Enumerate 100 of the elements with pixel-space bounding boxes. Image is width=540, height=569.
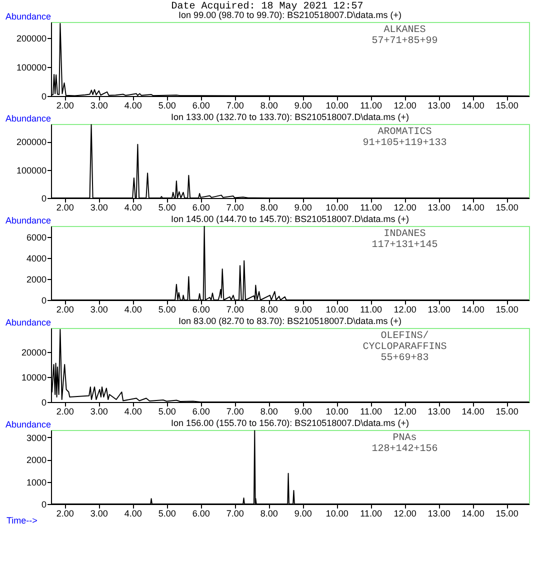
x-tick-label: 11.00 [360,406,382,416]
x-tick-label: 4.00 [124,202,142,212]
x-tick-label: 3.00 [90,100,108,110]
x-tick-label: 5.00 [158,100,176,110]
x-tick-label: 10.00 [326,202,348,212]
y-tick-label: 2000 [26,274,46,284]
x-tick-label: 11.00 [360,100,382,110]
y-axis-title: Abundance [6,216,52,226]
y-tick-label: 200000 [16,33,46,44]
x-tick-label: 2.00 [56,508,74,518]
x-tick-label: 6.00 [192,406,210,416]
chart-subtitle: Ion 83.00 (82.70 to 83.70): BS210518007.D\data.ms (+) [178,316,402,326]
chart-title: Date Acquired: 18 May 2021 12:57 [171,0,364,12]
x-tick-label: 8.00 [260,100,278,110]
x-tick-label: 13.00 [428,406,450,416]
y-tick-label: 1000 [26,477,46,488]
annotation: OLEFINS/ [380,330,429,342]
x-tick-label: 8.00 [260,304,278,314]
x-tick-label: 15.00 [496,508,518,518]
y-tick-label: 0 [41,194,46,204]
y-tick-label: 0 [41,296,46,306]
x-tick-label: 3.00 [90,406,108,416]
y-tick-label: 6000 [26,232,46,242]
y-tick-label: 100000 [16,62,46,72]
x-tick-label: 2.00 [56,202,74,212]
x-tick-label: 14.00 [462,406,484,416]
x-tick-label: 5.00 [158,406,176,416]
x-tick-label: 8.00 [260,406,278,416]
x-tick-label: 3.00 [90,304,108,314]
x-tick-label: 5.00 [158,304,176,314]
x-tick-label: 13.00 [428,508,450,518]
x-tick-label: 9.00 [294,304,312,314]
y-axis-title: Abundance [6,420,52,430]
x-tick-label: 2.00 [56,100,74,110]
x-tick-label: 12.00 [394,202,416,212]
y-tick-label: 10000 [21,372,46,382]
x-tick-label: 9.00 [294,508,312,518]
x-tick-label: 9.00 [294,406,312,416]
x-tick-label: 15.00 [496,304,518,314]
x-tick-label: 7.00 [226,406,244,416]
y-tick-label: 3000 [26,432,46,443]
x-tick-label: 7.00 [226,304,244,314]
x-tick-label: 12.00 [394,406,416,416]
x-tick-label: 4.00 [124,508,142,518]
y-tick-label: 20000 [21,348,46,358]
x-tick-label: 4.00 [124,406,142,416]
x-tick-label: 6.00 [192,202,210,212]
x-tick-label: 7.00 [226,202,244,212]
x-tick-label: 10.00 [326,406,348,416]
x-axis-title: Time--> [6,516,38,526]
y-axis-title: Abundance [6,318,52,328]
x-tick-label: 8.00 [260,508,278,518]
x-tick-label: 15.00 [496,406,518,416]
y-tick-label: 4000 [26,253,46,264]
y-tick-label: 0 [41,92,46,102]
y-tick-label: 100000 [16,165,46,176]
x-tick-label: 9.00 [294,202,312,212]
annotation: INDANES [384,229,426,240]
x-tick-label: 13.00 [428,202,450,212]
annotation: 128+142+156 [372,444,438,455]
x-tick-label: 14.00 [462,202,484,212]
x-tick-label: 6.00 [192,304,210,314]
y-tick-label: 200000 [16,137,46,148]
x-tick-label: 3.00 [90,508,108,518]
x-tick-label: 2.00 [56,304,74,314]
annotation: 91+105+119+133 [362,138,447,149]
x-tick-label: 12.00 [394,100,416,110]
x-tick-label: 10.00 [326,508,348,518]
x-tick-label: 8.00 [260,202,278,212]
annotation: 117+131+145 [372,240,438,251]
x-tick-label: 7.00 [226,100,244,110]
x-tick-label: 5.00 [158,508,176,518]
x-tick-label: 5.00 [158,202,176,212]
x-tick-label: 11.00 [360,508,382,518]
x-tick-label: 14.00 [462,304,484,314]
x-tick-label: 13.00 [428,100,450,110]
chart-subtitle: Ion 133.00 (132.70 to 133.70): BS210518007.D\data.ms (+) [171,112,409,122]
x-tick-label: 15.00 [496,100,518,110]
annotation: PNAs [392,433,417,444]
chart-subtitle: Ion 145.00 (144.70 to 145.70): BS210518007.D\data.ms (+) [171,214,409,224]
x-tick-label: 14.00 [462,100,484,110]
x-tick-label: 14.00 [462,508,484,518]
y-axis-title: Abundance [6,12,52,22]
x-tick-label: 12.00 [394,508,416,518]
x-tick-label: 6.00 [192,508,210,518]
x-tick-label: 4.00 [124,100,142,110]
x-tick-label: 3.00 [90,202,108,212]
y-axis-title: Abundance [6,114,52,124]
annotation: ALKANES [384,25,426,36]
x-tick-label: 11.00 [360,304,382,314]
x-tick-label: 13.00 [428,304,450,314]
chart-subtitle: Ion 156.00 (155.70 to 156.70): BS210518007.D\data.ms (+) [171,418,409,428]
annotation: CYCLOPARAFFINS [362,342,447,353]
annotation: AROMATICS [378,127,432,138]
x-tick-label: 4.00 [124,304,142,314]
y-tick-label: 0 [41,398,46,408]
annotation: 55+69+83 [380,353,429,364]
x-tick-label: 6.00 [192,100,210,110]
x-tick-label: 7.00 [226,508,244,518]
chart-subtitle: Ion 99.00 (98.70 to 99.70): BS210518007.D\data.ms (+) [178,10,402,20]
